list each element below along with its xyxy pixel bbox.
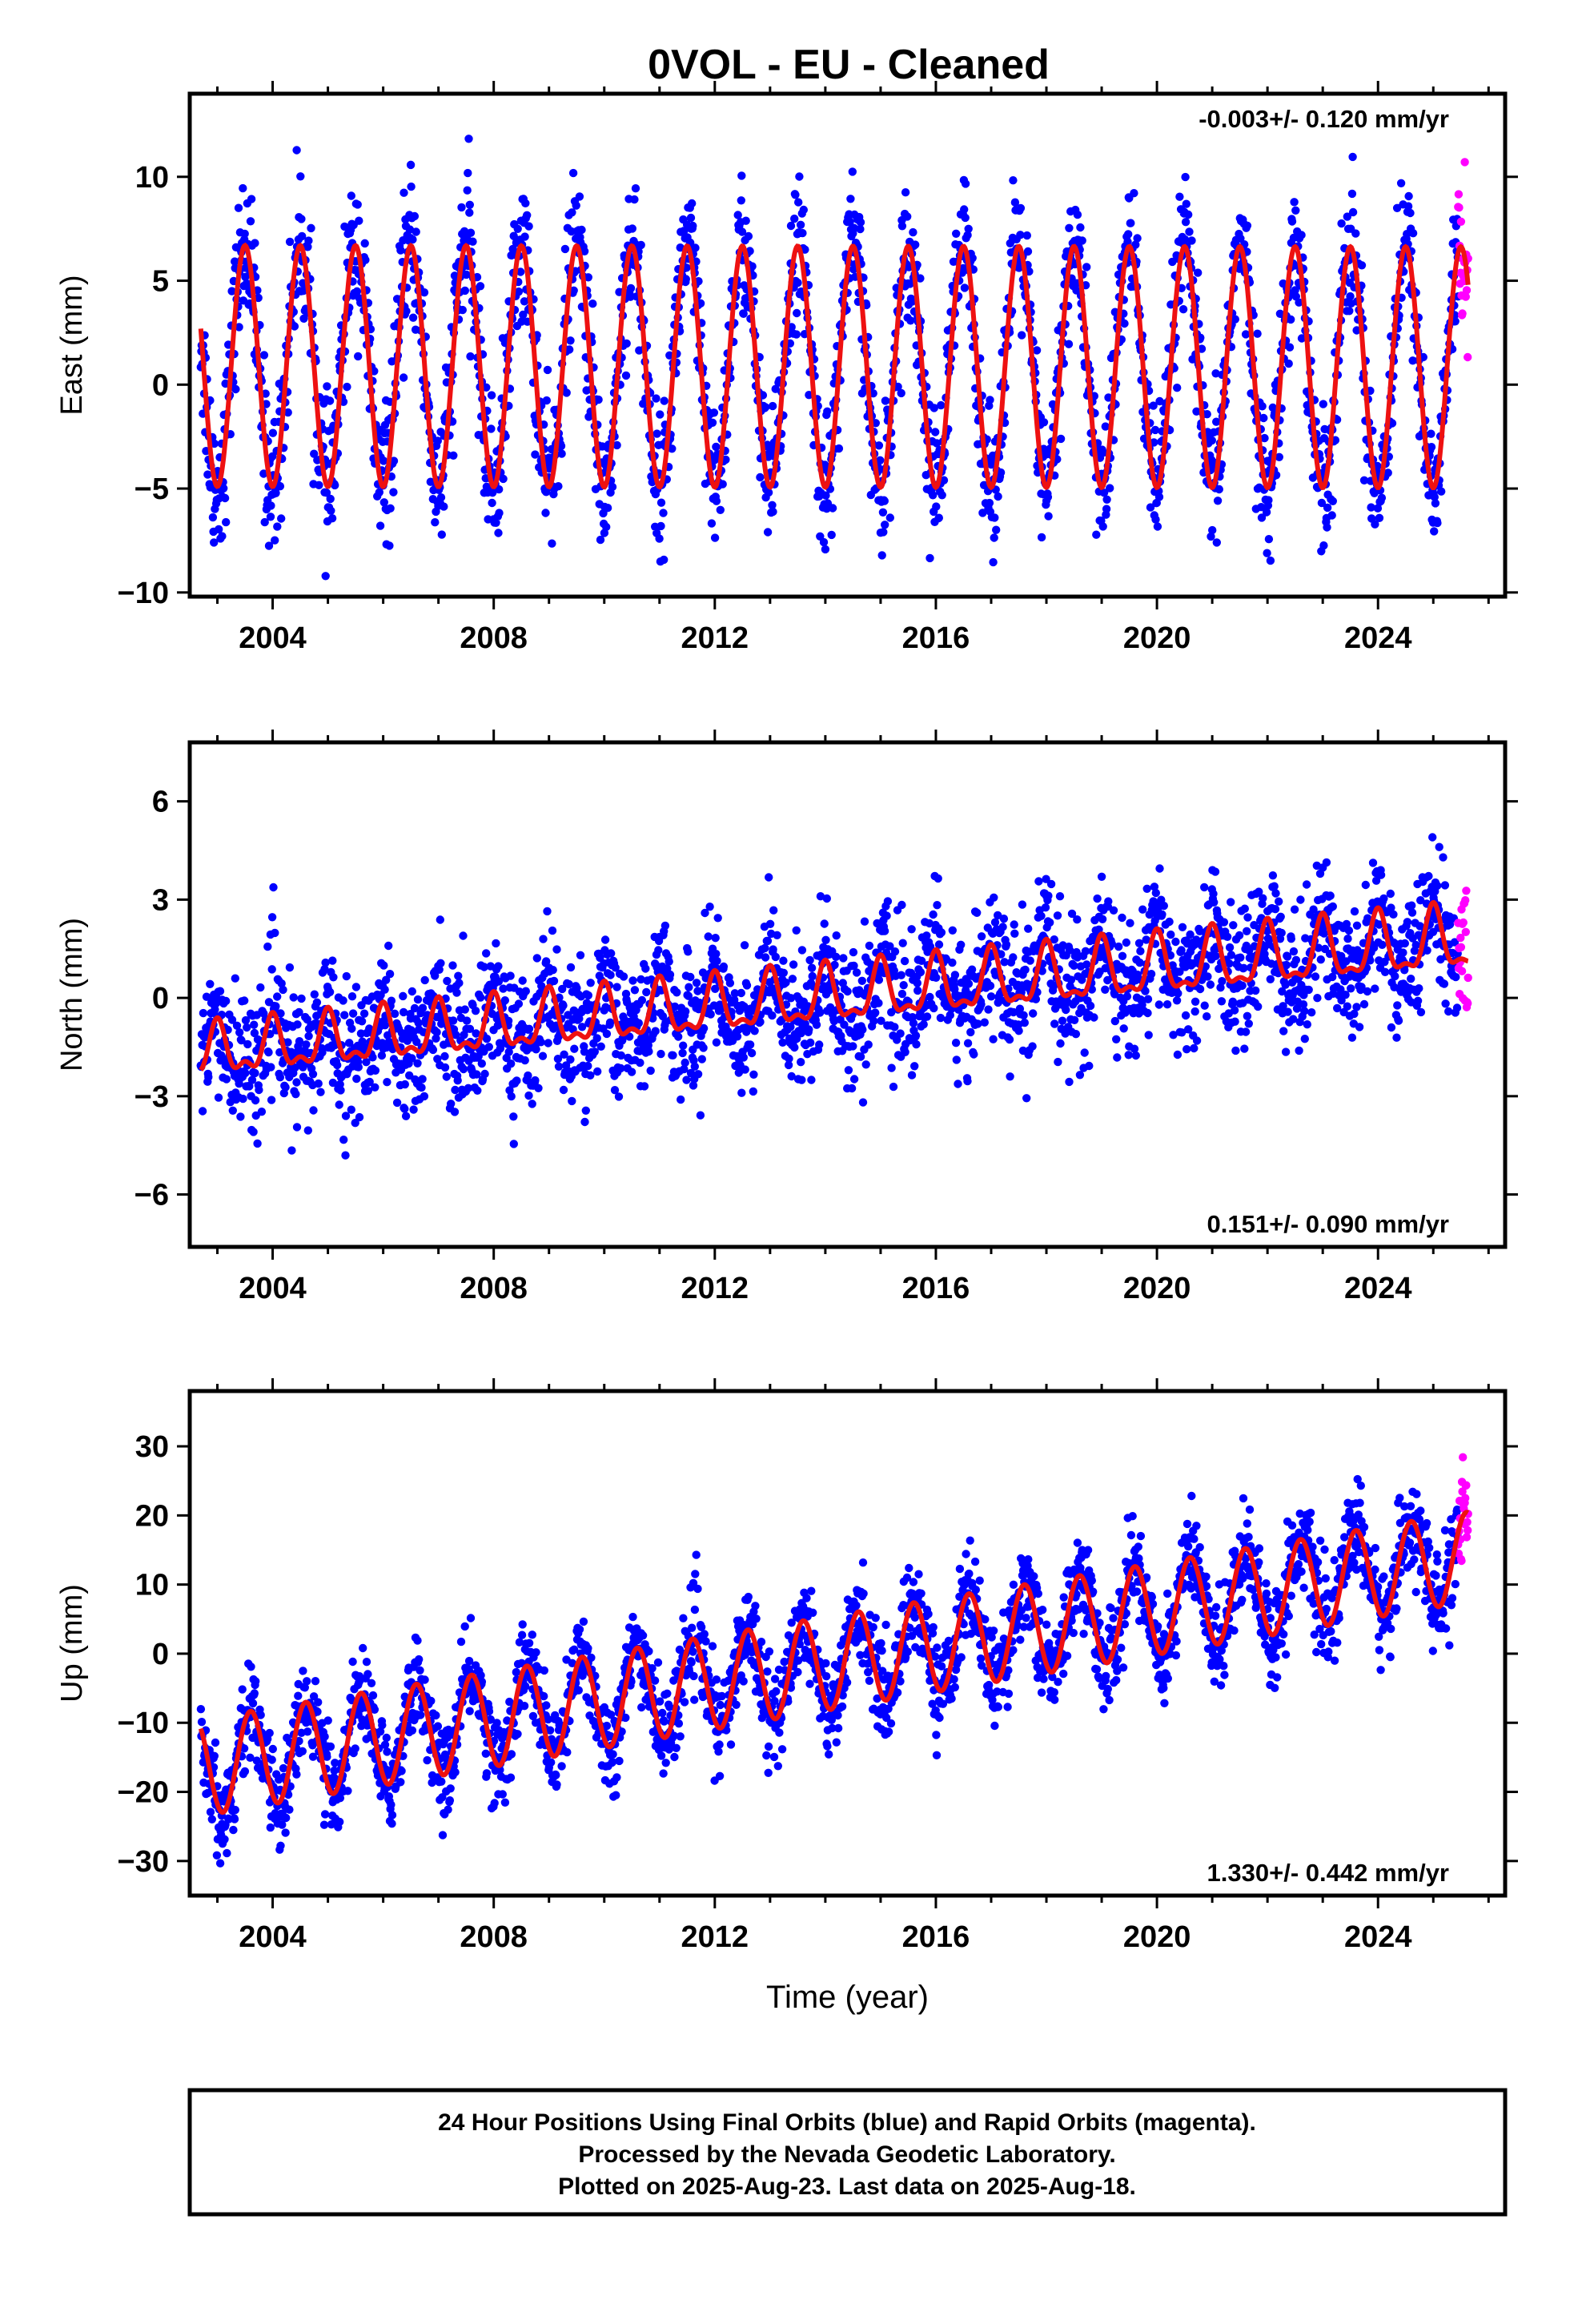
velocity-rate-label: 1.330+/- 0.442 mm/yr [1207, 1859, 1449, 1887]
x-tick-label: 2016 [902, 1272, 970, 1305]
east-panel: 2004 2008 2012 2016 2020 2024 −10 −5 0 5 10 East (m… [55, 81, 1518, 655]
y-tick-label: 0 [152, 982, 169, 1015]
y-tick-label: 3 [152, 883, 169, 917]
y-tick-label: −20 [118, 1776, 169, 1810]
plot-frame [187, 91, 1508, 599]
caption-line-3: Plotted on 2025-Aug-23. Last data on 202… [558, 2173, 1136, 2200]
y-tick-label: 30 [135, 1430, 169, 1464]
final-orbit-markers [196, 1474, 1463, 1868]
figure-title: 0VOL - EU - Cleaned [648, 42, 1050, 88]
velocity-rate-label: 0.151+/- 0.090 mm/yr [1207, 1210, 1449, 1238]
model-fit-line [198, 1510, 1470, 1815]
y-tick-label: 0 [152, 368, 169, 402]
x-tick-label: 2012 [681, 1272, 749, 1305]
caption-line-1: 24 Hour Positions Using Final Orbits (bl… [438, 2109, 1256, 2136]
y-tick-label: 10 [135, 1569, 169, 1602]
x-tick-label: 2020 [1123, 1272, 1191, 1305]
x-tick-label: 2004 [239, 621, 307, 655]
plot-frame [187, 740, 1508, 1249]
velocity-rate-label: -0.003+/- 0.120 mm/yr [1199, 105, 1449, 133]
final-orbit-markers [196, 135, 1463, 581]
y-tick-label: 20 [135, 1499, 169, 1533]
y-tick-label: −3 [135, 1080, 169, 1114]
caption-box: 24 Hour Positions Using Final Orbits (bl… [187, 2088, 1508, 2217]
x-tick-label: 2008 [460, 621, 528, 655]
x-tick-label: 2020 [1123, 621, 1191, 655]
final-orbit-points [196, 833, 1472, 1160]
model-fit-line [198, 242, 1471, 491]
y-tick-label: −10 [118, 577, 169, 610]
x-tick-label: 2024 [1344, 1272, 1412, 1305]
caption-line-2: Processed by the Nevada Geodetic Laborat… [578, 2141, 1115, 2168]
y-tick-label: 5 [152, 265, 169, 299]
x-tick-label: 2020 [1123, 1920, 1191, 1954]
x-axis-label: Time (year) [766, 1980, 929, 2015]
x-tick-label: 2024 [1344, 621, 1412, 655]
y-axis-label: Up (mm) [55, 1584, 89, 1703]
north-panel: 2004 2008 2012 2016 2020 2024 −6 −3 0 3 6 North (mm… [55, 730, 1518, 1305]
x-tick-label: 2008 [460, 1272, 528, 1305]
y-tick-label: −5 [135, 472, 169, 506]
x-tick-label: 2008 [460, 1920, 528, 1954]
rapid-orbit-markers [1454, 887, 1472, 1011]
x-tick-label: 2004 [239, 1920, 307, 1954]
y-tick-label: 10 [135, 161, 169, 195]
x-tick-label: 2024 [1344, 1920, 1412, 1954]
final-orbit-markers [196, 833, 1463, 1160]
x-tick-label: 2016 [902, 1920, 970, 1954]
x-tick-label: 2016 [902, 621, 970, 655]
plot-frame [187, 1389, 1508, 1898]
y-axis-label: North (mm) [55, 918, 89, 1072]
y-tick-label: −30 [118, 1845, 169, 1879]
up-panel: 2004 2008 2012 2016 2020 2024 −30 −20 −10 0 10 20 30… [55, 1378, 1518, 2015]
x-tick-label: 2012 [681, 621, 749, 655]
model-fit-line [199, 899, 1469, 1072]
y-axis-label: East (mm) [55, 275, 89, 415]
y-tick-label: −10 [118, 1707, 169, 1740]
y-tick-label: 6 [152, 786, 169, 819]
y-tick-label: −6 [135, 1179, 169, 1212]
y-tick-label: 0 [152, 1638, 169, 1671]
x-tick-label: 2012 [681, 1920, 749, 1954]
x-tick-label: 2004 [239, 1272, 307, 1305]
